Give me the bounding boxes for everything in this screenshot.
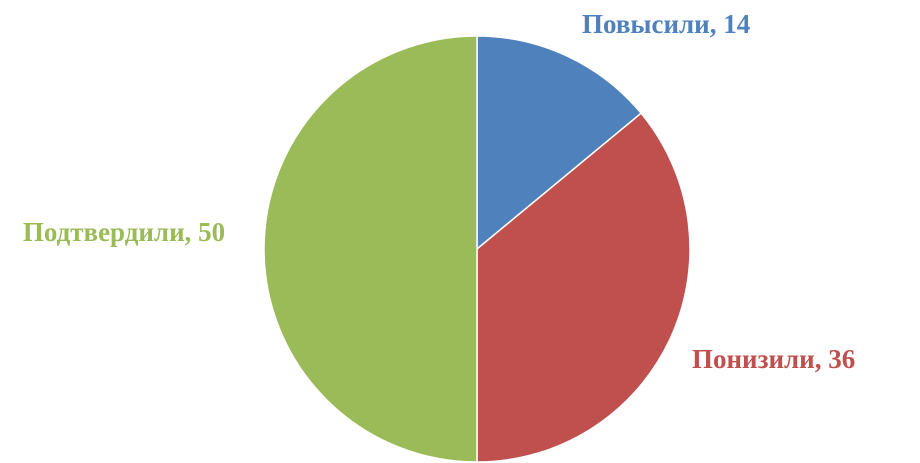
slice-label-ponizili: Понизили, 36: [692, 343, 855, 375]
slice-label-name: Понизили: [692, 344, 815, 374]
slice-label-separator: ,: [184, 217, 199, 247]
slice-label-value: 14: [723, 9, 751, 39]
slice-label-separator: ,: [814, 344, 829, 374]
pie-slice-povysili: [476, 35, 642, 250]
slice-label-podtverdili: Подтвердили, 50: [8, 216, 240, 248]
slice-label-name: Подтвердили: [22, 217, 185, 247]
slice-label-value: 36: [828, 344, 856, 374]
slice-label-name: Повысили: [582, 9, 710, 39]
slice-label-separator: ,: [709, 9, 724, 39]
slice-label-povysili: Повысили, 14: [582, 8, 750, 40]
pie-slice-podtverdili: [263, 35, 478, 463]
slice-label-value: 50: [198, 217, 226, 247]
pie-slice-ponizili: [476, 112, 691, 463]
